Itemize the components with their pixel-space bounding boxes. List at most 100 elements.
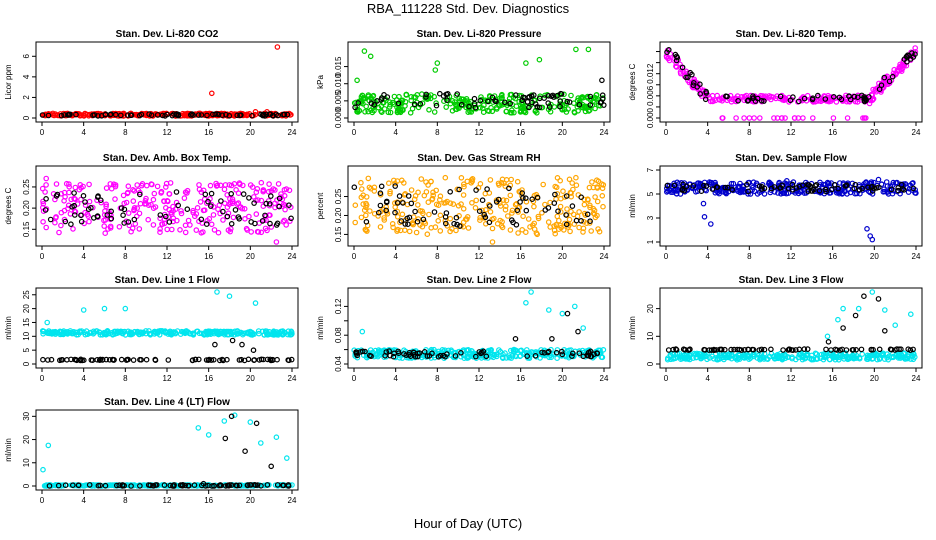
x-tick-label: 8 — [435, 128, 440, 137]
data-point — [131, 207, 137, 214]
reference-point — [401, 351, 407, 357]
data-point — [581, 201, 588, 208]
y-tick-label: 0.25 — [334, 188, 343, 204]
data-point — [266, 181, 272, 187]
x-tick-label: 12 — [163, 496, 172, 505]
reference-point — [208, 357, 215, 363]
data-point — [148, 201, 154, 208]
data-point — [435, 218, 442, 224]
data-point — [664, 355, 671, 362]
data-point — [846, 186, 852, 193]
data-point — [215, 229, 222, 236]
reference-point — [484, 186, 490, 192]
y-tick-label: 0.08 — [334, 327, 343, 343]
data-point — [103, 203, 109, 210]
data-point — [414, 202, 421, 208]
data-point — [56, 229, 62, 236]
x-tick-label: 8 — [747, 252, 752, 261]
reference-point — [55, 482, 62, 489]
data-point — [258, 179, 265, 186]
reference-outlier — [222, 435, 229, 442]
data-point — [134, 182, 141, 188]
reference-point — [440, 352, 447, 359]
data-point — [228, 182, 235, 189]
reference-point — [95, 193, 101, 199]
reference-point — [690, 80, 697, 86]
data-point — [508, 176, 515, 183]
reference-point — [138, 111, 145, 118]
data-point — [501, 180, 507, 187]
reference-point — [689, 71, 695, 78]
data-point — [878, 181, 885, 188]
data-point — [101, 223, 108, 229]
data-point — [106, 482, 112, 489]
reference-point — [555, 208, 561, 215]
data-point — [430, 189, 436, 196]
reference-point — [359, 348, 366, 355]
data-point — [228, 328, 234, 335]
data-point — [258, 197, 265, 204]
data-point — [663, 54, 670, 61]
data-point — [503, 197, 510, 204]
x-tick-label: 20 — [246, 496, 255, 505]
data-point — [199, 330, 205, 337]
data-outlier — [907, 311, 914, 318]
x-tick-label: 8 — [123, 374, 128, 383]
x-tick-label: 20 — [558, 128, 567, 137]
x-tick-label: 12 — [475, 128, 484, 137]
data-point — [66, 181, 72, 187]
data-point — [766, 93, 773, 99]
reference-point — [400, 200, 406, 206]
data-point — [808, 356, 815, 363]
x-tick-label: 0 — [352, 128, 357, 137]
data-point — [482, 207, 489, 213]
reference-point — [274, 482, 281, 488]
data-point — [742, 188, 749, 195]
data-point — [394, 226, 401, 233]
reference-point — [363, 219, 370, 225]
data-point — [575, 95, 582, 101]
data-point — [464, 178, 471, 185]
data-point — [360, 201, 367, 207]
data-point — [361, 207, 368, 214]
reference-point — [442, 220, 449, 227]
reference-point — [72, 212, 78, 218]
x-tick-label: 8 — [435, 374, 440, 383]
data-point — [594, 212, 600, 219]
y-tick-label: 1 — [646, 239, 655, 244]
reference-point — [75, 482, 82, 489]
reference-point — [529, 196, 536, 203]
reference-point — [536, 104, 543, 111]
reference-point — [276, 203, 283, 210]
x-tick-label: 24 — [288, 496, 297, 505]
data-point — [539, 210, 545, 216]
reference-point — [190, 112, 196, 118]
plot-panel: Stan. Dev. Line 4 (LT) Flow ml/min 0 4 8 12 16… — [4, 397, 299, 505]
data-point — [665, 55, 671, 62]
reference-point — [45, 112, 52, 119]
reference-point — [362, 348, 368, 355]
reference-point — [853, 346, 859, 353]
data-point — [198, 230, 205, 236]
reference-point — [454, 91, 461, 97]
reference-point — [417, 101, 424, 107]
reference-point — [274, 356, 280, 363]
reference-point — [501, 99, 508, 106]
data-point — [181, 195, 188, 201]
data-point — [260, 187, 267, 194]
reference-point — [444, 91, 451, 97]
data-point — [502, 207, 509, 213]
data-point — [77, 329, 84, 336]
data-outlier — [257, 440, 264, 446]
reference-point — [102, 482, 109, 489]
plot-frame — [35, 41, 299, 123]
data-point — [896, 65, 903, 71]
data-point — [515, 230, 521, 236]
reference-point — [91, 112, 98, 118]
data-point — [365, 108, 372, 115]
reference-point — [396, 193, 403, 199]
data-point — [437, 193, 444, 200]
data-point — [411, 196, 418, 203]
data-point — [125, 210, 132, 216]
data-point — [126, 222, 133, 229]
